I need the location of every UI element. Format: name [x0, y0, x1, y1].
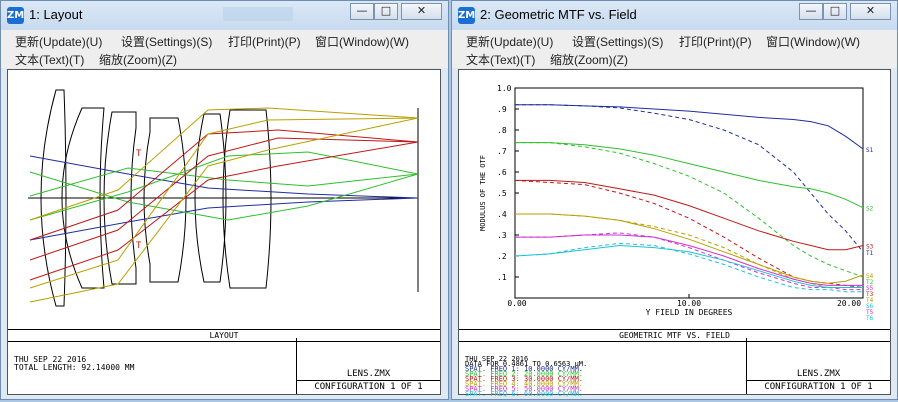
menu-zoom[interactable]: 缩放(Zoom)(Z): [99, 53, 177, 67]
layout-window-title: 1: Layout: [29, 7, 83, 22]
maximize-button[interactable]: □: [823, 3, 847, 20]
series-line-s2: [515, 142, 864, 209]
series-label-t5: T5: [866, 309, 874, 316]
menu-settings[interactable]: 设置(Settings)(S): [572, 35, 664, 49]
mtf-info-line: SPAT. FREQ 2: 20.0000 CY/MM.: [465, 370, 584, 378]
mtf-menubar: 更新(Update)(U) 设置(Settings)(S) 打印(Print)(…: [452, 30, 897, 68]
series-label-s2: S2: [866, 206, 874, 213]
y-tick-label: .2: [497, 252, 507, 261]
layout-configuration: CONFIGURATION 1 OF 1: [314, 382, 423, 392]
series-line-s5: [515, 234, 863, 286]
mtf-info-line: DATA FOR 0.4861 TO 0.6563 µM.: [465, 360, 588, 368]
series-label-s4: S4: [866, 273, 874, 280]
series-line-t6: [514, 242, 863, 293]
y-tick-label: .7: [497, 147, 507, 156]
mtf-configuration: CONFIGURATION 1 OF 1: [764, 382, 873, 392]
mtf-file-box: LENS.ZMX CONFIGURATION 1 OF 1: [746, 338, 890, 394]
menu-window[interactable]: 窗口(Window)(W): [315, 35, 409, 49]
menu-print[interactable]: 打印(Print)(P): [228, 35, 301, 49]
y-axis-label: MODULUS OF THE OTF: [479, 155, 487, 231]
lower-t-marker: T: [136, 241, 142, 251]
minimize-button[interactable]: —: [799, 3, 823, 20]
x-tick-label: 10.00: [677, 299, 701, 308]
menu-update[interactable]: 更新(Update)(U): [466, 35, 554, 49]
series-label-t2: T2: [866, 279, 874, 286]
series-label-t1: T1: [866, 250, 874, 257]
minimize-button[interactable]: —: [350, 3, 374, 20]
x-tick-label: 0.00: [507, 299, 526, 308]
layout-file-box: LENS.ZMX CONFIGURATION 1 OF 1: [296, 338, 440, 394]
y-tick-label: .9: [497, 105, 507, 114]
y-tick-label: 1.0: [497, 84, 512, 93]
series-label-s1: S1: [866, 147, 874, 154]
mtf-info-line: SPAT. FREQ 3: 30.0000 CY/MM.: [465, 375, 584, 383]
menu-update[interactable]: 更新(Update)(U): [15, 35, 103, 49]
app-icon: ZM: [7, 7, 24, 24]
mtf-client-area[interactable]: MODULUS OF THE OTF Y FIELD IN DEGREES .1…: [458, 69, 891, 398]
mtf-info-line: SPAT. FREQ 1: 10.0000 CY/MM.: [465, 365, 584, 373]
upper-t-marker: T: [136, 149, 142, 159]
series-label-t3: T3: [866, 291, 874, 298]
menu-zoom[interactable]: 缩放(Zoom)(Z): [550, 53, 628, 67]
layout-info-box: THU SEP 22 2016 TOTAL LENGTH: 92.14000 M…: [8, 338, 440, 394]
mtf-chart: MODULUS OF THE OTF Y FIELD IN DEGREES .1…: [479, 84, 874, 322]
layout-menubar: 更新(Update)(U) 设置(Settings)(S) 打印(Print)(…: [1, 30, 448, 68]
layout-client-area[interactable]: T T LAYOUT THU SEP 22 2016 TOTAL LENGTH:…: [7, 69, 441, 395]
menu-text[interactable]: 文本(Text)(T): [466, 53, 536, 67]
series-line-s6: [514, 244, 863, 288]
x-tick-label: 20.00: [837, 299, 861, 308]
mtf-caption: GEOMETRIC MTF VS. FIELD: [459, 329, 890, 342]
series-line-t3: [514, 179, 864, 288]
layout-caption: LAYOUT: [8, 329, 440, 342]
y-tick-label: .5: [497, 189, 507, 198]
series-label-s6: S6: [866, 303, 874, 310]
menu-text[interactable]: 文本(Text)(T): [15, 53, 85, 67]
y-tick-label: .8: [497, 126, 507, 135]
series-label-s5: S5: [866, 285, 874, 292]
mtf-info-line: THU SEP 22 2016: [465, 355, 529, 363]
layout-window: ZM 1: Layout — □ ✕ 更新(Update)(U) 设置(Sett…: [0, 0, 449, 400]
mtf-titlebar[interactable]: ZM 2: Geometric MTF vs. Field — □ ✕: [452, 1, 897, 30]
close-button[interactable]: ✕: [401, 3, 442, 20]
mtf-window: ZM 2: Geometric MTF vs. Field — □ ✕ 更新(U…: [451, 0, 898, 400]
mtf-info-box: THU SEP 22 2016 DATA FOR 0.4861 TO 0.6563…: [459, 338, 890, 398]
x-axis-label: Y FIELD IN DEGREES: [646, 308, 733, 317]
mtf-info-line: SPAT. FREQ 5: 50.0000 CY/MM.: [465, 385, 584, 393]
series-label-s3: S3: [866, 244, 874, 251]
layout-date: THU SEP 22 2016: [14, 355, 87, 364]
mtf-info-line: SPAT. FREQ 4: 40.0000 CY/MM.: [465, 380, 584, 388]
mtf-info-line: SPAT. FREQ 6: 60.0000 CY/MM.: [465, 390, 584, 398]
y-tick-label: .3: [497, 231, 507, 240]
menu-print[interactable]: 打印(Print)(P): [679, 35, 752, 49]
maximize-button[interactable]: □: [374, 3, 398, 20]
mtf-file-name: LENS.ZMX: [796, 369, 841, 379]
menu-settings[interactable]: 设置(Settings)(S): [121, 35, 213, 49]
layout-file-name: LENS.ZMX: [346, 369, 391, 379]
series-line-s3: [515, 179, 864, 251]
series-line-t2: [515, 142, 864, 278]
y-tick-label: .6: [497, 168, 507, 177]
y-tick-label: .4: [497, 210, 507, 219]
close-button[interactable]: ✕: [850, 3, 891, 20]
lens-layout-drawing: T T: [28, 89, 419, 307]
app-icon: ZM: [458, 7, 475, 24]
blurred-background-title: [223, 7, 293, 21]
layout-total-length: TOTAL LENGTH: 92.14000 MM: [14, 363, 135, 372]
menu-window[interactable]: 窗口(Window)(W): [766, 35, 860, 49]
mtf-window-title: 2: Geometric MTF vs. Field: [480, 7, 637, 22]
series-label-t6: T6: [866, 315, 874, 322]
y-tick-label: .1: [497, 273, 507, 282]
series-line-t1: [515, 104, 864, 253]
layout-titlebar[interactable]: ZM 1: Layout — □ ✕: [1, 1, 448, 30]
series-line-s1: [515, 104, 864, 150]
series-line-s4: [515, 213, 864, 284]
series-label-t4: T4: [866, 297, 874, 304]
